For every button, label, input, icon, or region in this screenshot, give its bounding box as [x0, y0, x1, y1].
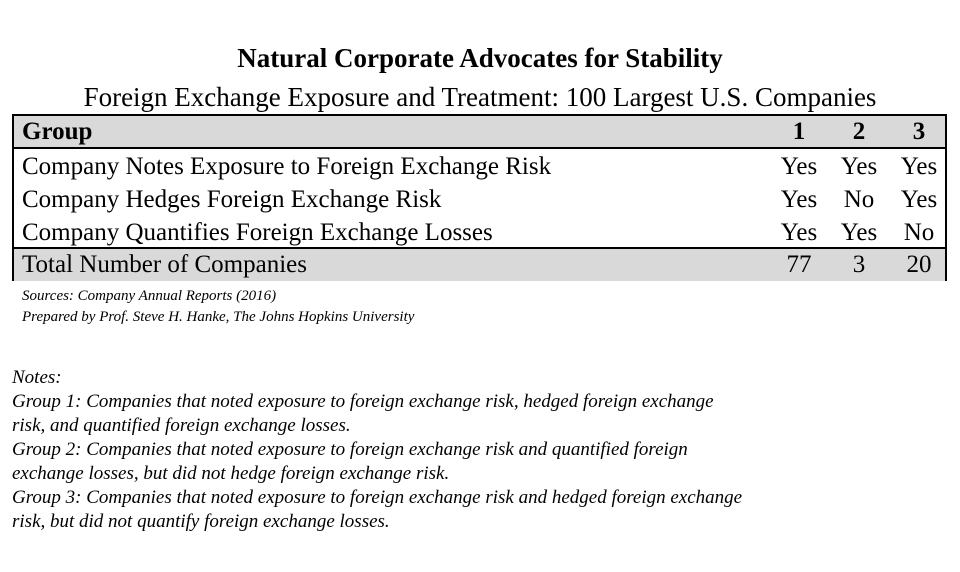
- table-header-row: Group 1 2 3: [14, 116, 945, 149]
- row-label: Company Hedges Foreign Exchange Risk: [22, 186, 442, 213]
- row-value: Yes: [900, 153, 938, 180]
- page-subtitle: Foreign Exchange Exposure and Treatment:…: [83, 82, 877, 112]
- row-value: Yes: [780, 153, 818, 180]
- total-value: 20: [906, 251, 932, 278]
- total-value: 77: [786, 251, 812, 278]
- sources-line: Sources: Company Annual Reports (2016): [22, 288, 277, 304]
- row-value: Yes: [900, 186, 938, 213]
- note-line: Group 1: Companies that noted exposure t…: [12, 391, 714, 412]
- note-line: risk, and quantified foreign exchange lo…: [12, 415, 351, 436]
- sources-block: Sources: Company Annual Reports (2016) P…: [22, 286, 414, 328]
- note-line: exchange losses, but did not hedge forei…: [12, 463, 450, 484]
- note-line: risk, but did not quantify foreign excha…: [12, 511, 390, 532]
- total-value: 3: [852, 251, 866, 278]
- page-title: Natural Corporate Advocates for Stabilit…: [237, 43, 723, 73]
- total-label: Total Number of Companies: [22, 251, 307, 278]
- header-group-label: Group: [22, 118, 93, 145]
- row-value: No: [843, 186, 875, 213]
- row-label: Company Quantifies Foreign Exchange Loss…: [22, 219, 493, 246]
- note-line: Group 3: Companies that noted exposure t…: [12, 487, 743, 508]
- row-value: Yes: [840, 219, 878, 246]
- exposure-table: Group 1 2 3 Company Notes Exposure to Fo…: [12, 114, 947, 281]
- prepared-by-line: Prepared by Prof. Steve H. Hanke, The Jo…: [22, 309, 415, 325]
- header-col-2: 2: [852, 118, 866, 145]
- table-row: Company Notes Exposure to Foreign Exchan…: [14, 151, 945, 184]
- header-col-3: 3: [912, 118, 926, 145]
- row-value: No: [903, 219, 935, 246]
- notes-heading: Notes:: [12, 367, 62, 388]
- table-row: Company Quantifies Foreign Exchange Loss…: [14, 217, 945, 247]
- table-total-row: Total Number of Companies 77 3 20: [14, 247, 945, 281]
- notes-block: Notes: Group 1: Companies that noted exp…: [12, 366, 912, 534]
- table-row: Company Hedges Foreign Exchange Risk Yes…: [14, 184, 945, 217]
- row-value: Yes: [780, 219, 818, 246]
- row-value: Yes: [840, 153, 878, 180]
- note-line: Group 2: Companies that noted exposure t…: [12, 439, 688, 460]
- row-value: Yes: [780, 186, 818, 213]
- row-label: Company Notes Exposure to Foreign Exchan…: [22, 153, 552, 180]
- header-col-1: 1: [792, 118, 806, 145]
